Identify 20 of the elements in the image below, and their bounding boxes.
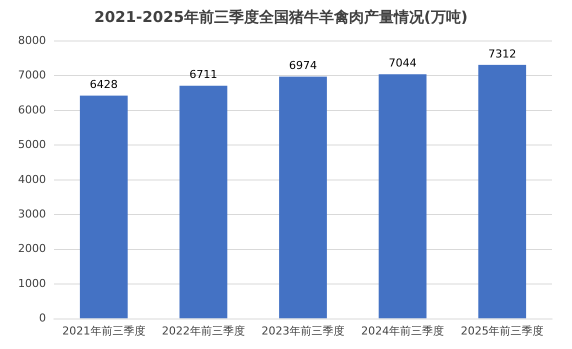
y-tick-label: 7000	[18, 68, 46, 82]
x-tick-label: 2025年前三季度	[460, 324, 544, 338]
y-tick-label: 8000	[18, 34, 46, 47]
x-tick-label: 2024年前三季度	[361, 324, 444, 338]
data-label: 7312	[488, 47, 516, 60]
y-tick-label: 4000	[18, 172, 46, 186]
data-label: 6711	[189, 68, 218, 82]
data-label: 6974	[288, 58, 317, 72]
y-tick-label: 1000	[18, 276, 46, 290]
x-tick-label: 2022年前三季度	[162, 324, 245, 338]
y-tick-label: 5000	[18, 138, 46, 152]
x-tick-label: 2021年前三季度	[62, 324, 146, 338]
data-label: 7044	[388, 56, 417, 70]
x-tick-label: 2023年前三季度	[261, 324, 344, 338]
data-label: 6428	[90, 78, 118, 91]
y-tick-label: 3000	[18, 207, 46, 220]
y-tick-label: 0	[38, 312, 46, 325]
y-tick-label: 6000	[18, 103, 46, 116]
y-tick-label: 2000	[18, 242, 46, 256]
chart-title: 2021-2025年前三季度全国猪牛羊禽肉产量情况(万吨)	[94, 8, 468, 26]
